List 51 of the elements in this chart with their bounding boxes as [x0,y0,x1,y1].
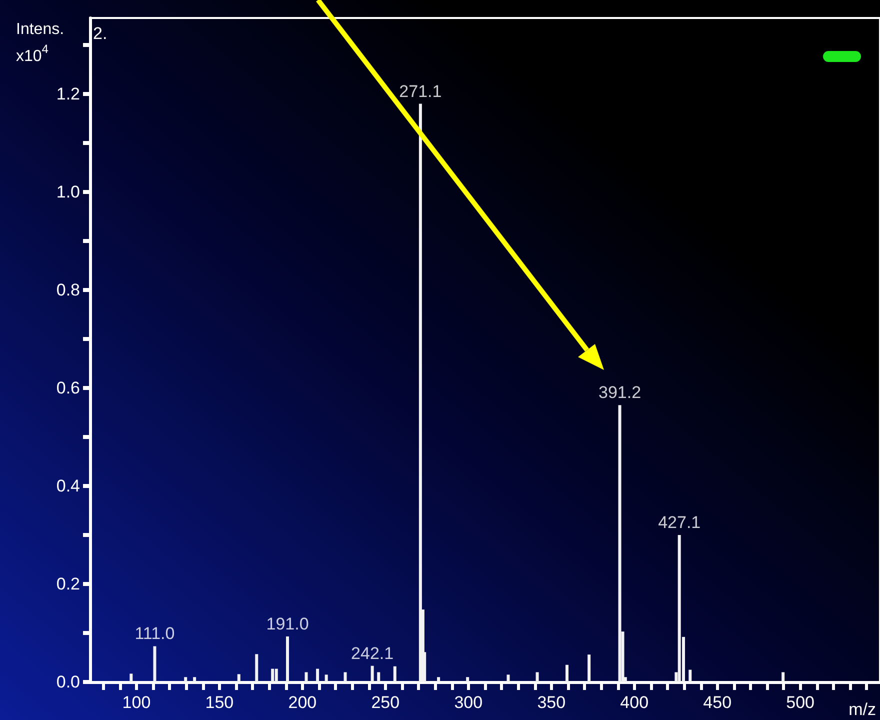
x-tick-label: 350 [537,693,566,712]
bar [130,674,133,682]
annotation: 427.1 [658,512,701,532]
annotation: 391.2 [598,383,642,402]
bar [393,666,396,682]
bar [344,672,347,682]
bar [324,674,328,682]
bar [466,677,470,682]
x-tick-label: 450 [703,693,732,712]
bar [618,405,622,682]
y-tick-label: 0.8 [56,280,80,300]
bar [316,668,320,682]
bar [506,674,510,682]
bar [370,666,374,682]
y-tick-label: 0.4 [56,476,80,496]
bar [377,672,380,682]
bar [678,534,681,682]
y-tick-label: 0.0 [56,672,80,692]
annotation: 271.1 [399,82,442,101]
bar [588,654,591,682]
x-tick-label: 100 [122,693,151,712]
x-tick-label: 250 [371,693,400,712]
x-axis-title: m/z [848,700,876,719]
bar [437,677,440,682]
x-tick-label: 500 [786,693,815,712]
x-tick-label: 200 [288,693,317,712]
bar [255,654,258,682]
bar [304,672,308,682]
x-tick-label: 400 [620,693,649,712]
y-tick-label: 1.0 [56,182,80,202]
x-tick-label: 150 [205,693,234,712]
y-tick-label: 0.6 [56,378,80,398]
y-tick-label: 1.2 [56,84,80,104]
annotation: 111.0 [134,624,175,644]
bar [286,636,289,682]
bar [688,670,692,682]
annotation: 191.0 [266,614,309,634]
bar [237,674,240,682]
bar [274,668,278,682]
bar [418,104,422,682]
annotation: 242.1 [351,644,394,663]
bar [782,672,785,682]
bar [193,677,196,682]
bar [184,677,188,682]
y-tick-label: 0.2 [56,574,80,594]
bar [153,646,156,682]
bar [271,668,274,682]
annotation: 2. [93,24,108,43]
bar [565,664,568,682]
bar [536,672,539,682]
x-tick-label: 300 [454,693,483,712]
